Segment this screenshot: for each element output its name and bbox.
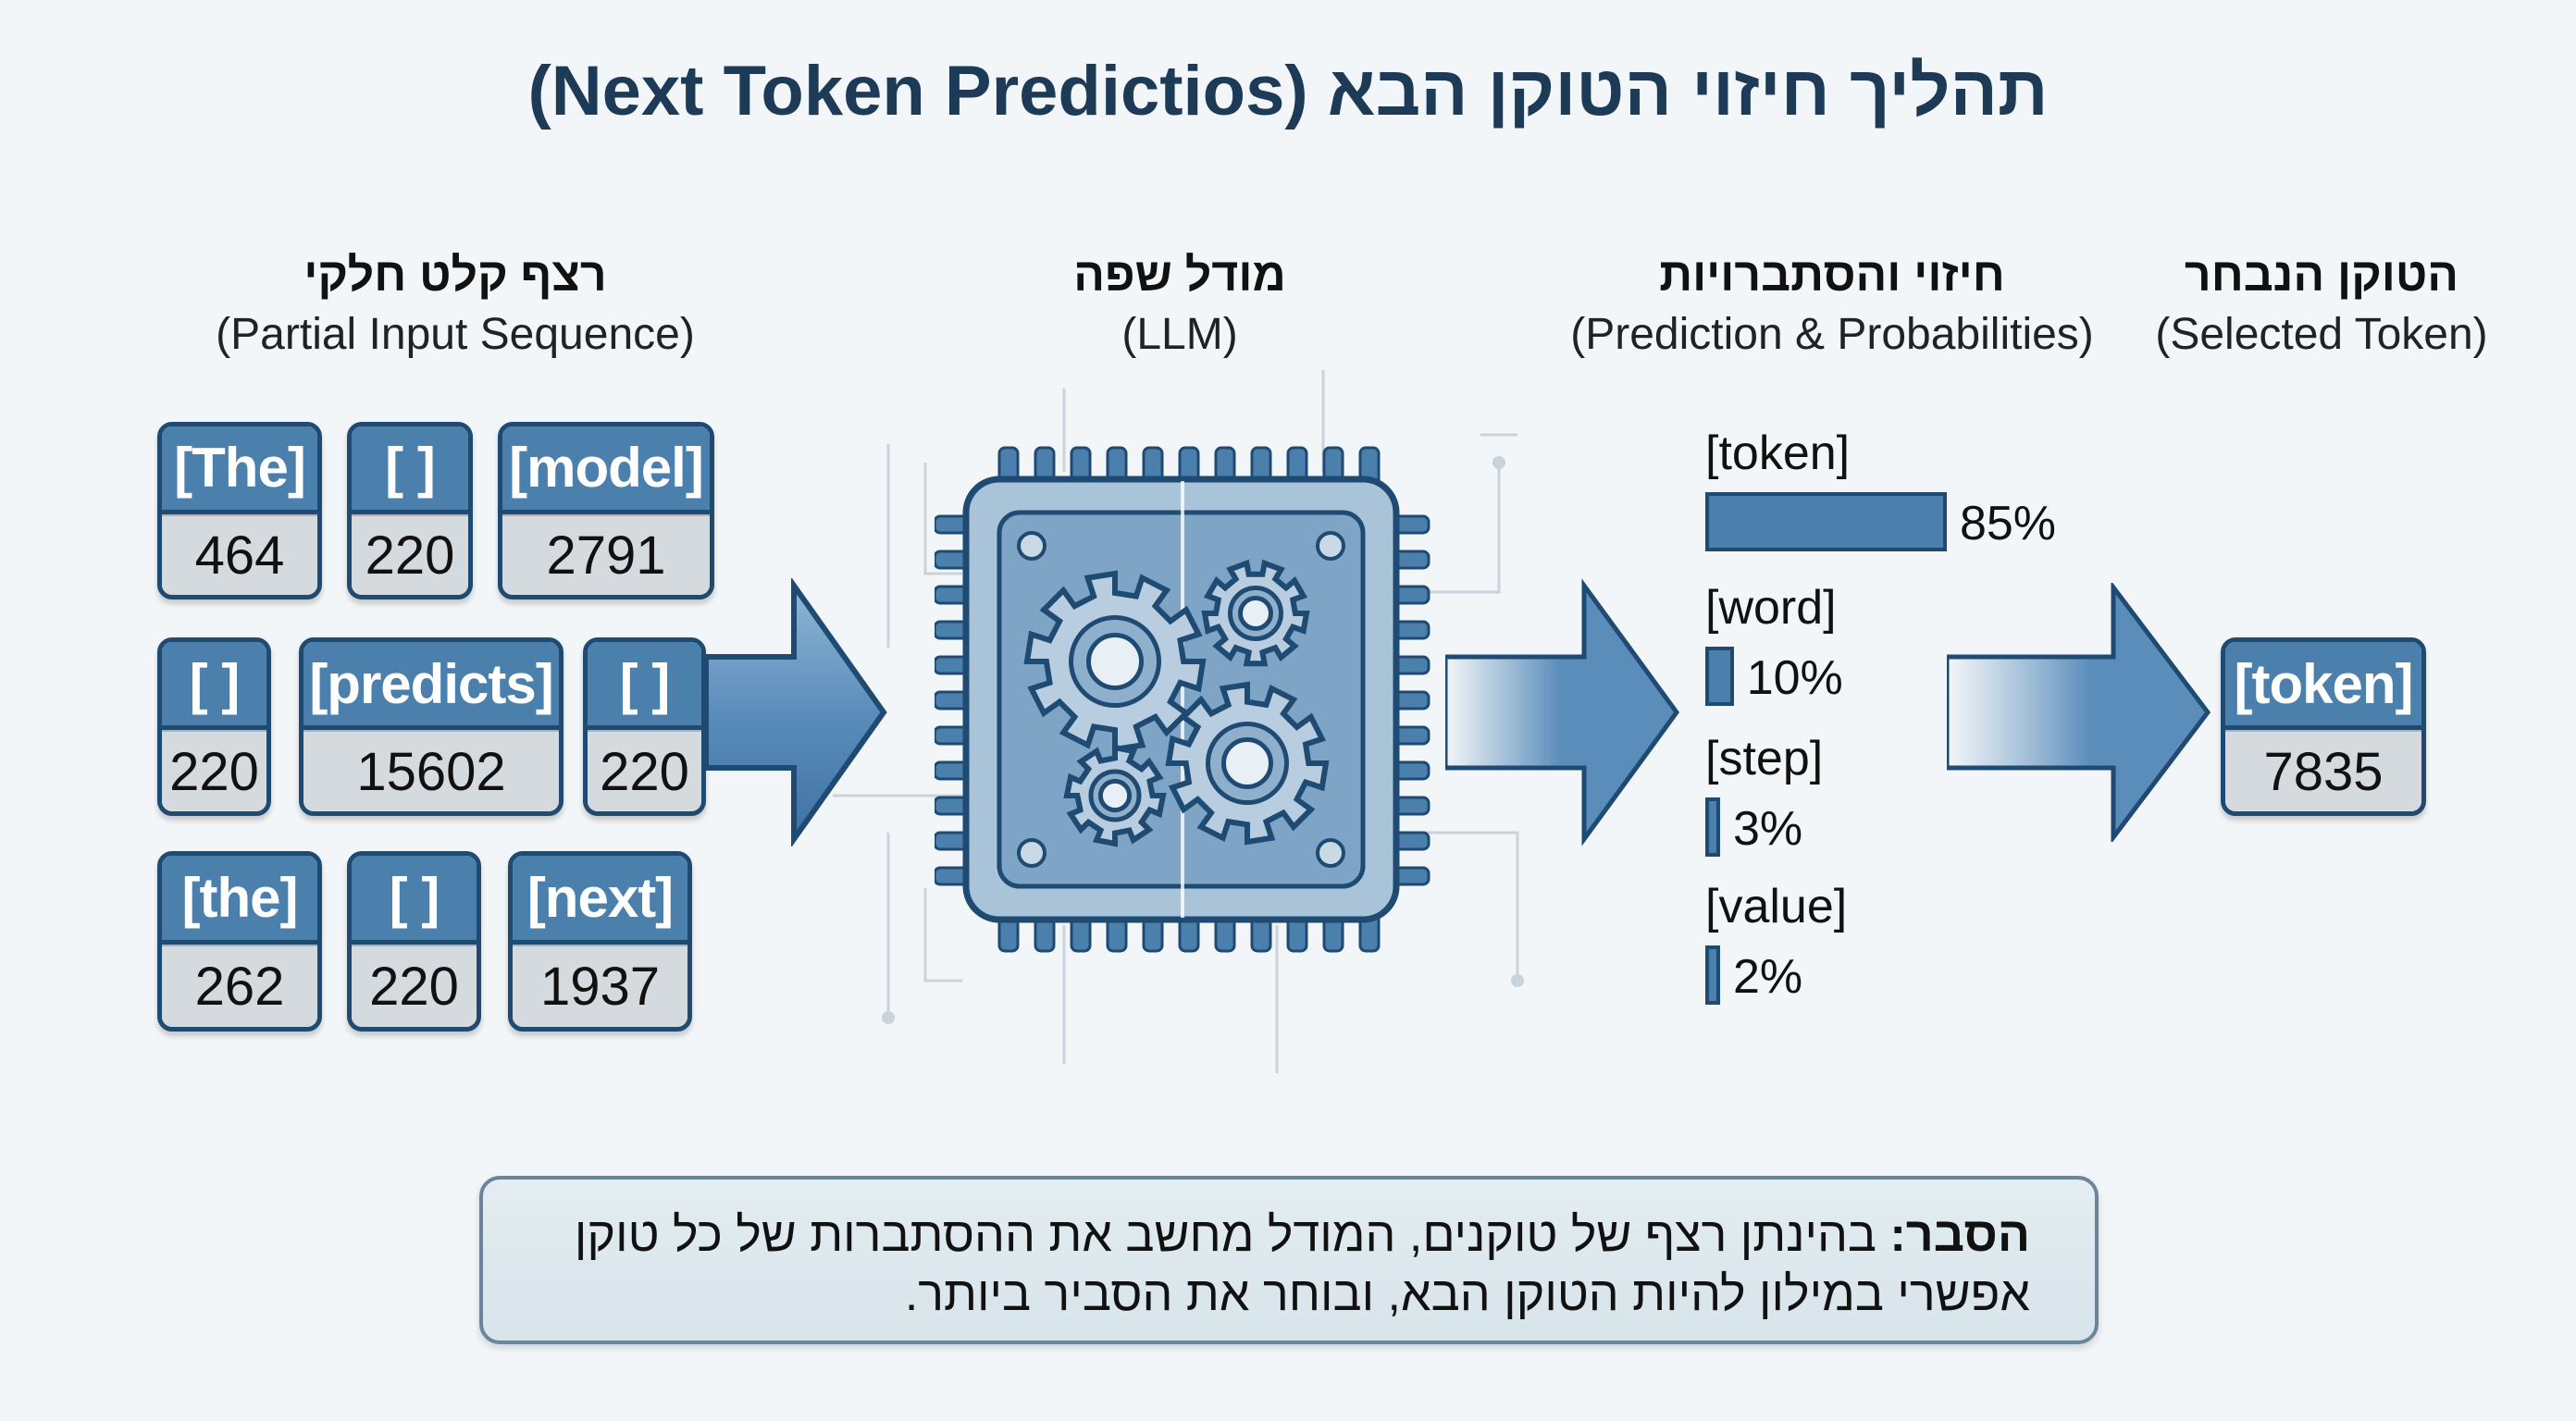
- probability-value: 85%: [1959, 497, 2057, 550]
- token-id: 262: [162, 945, 317, 1027]
- gear-hub: [1238, 596, 1273, 631]
- header-hebrew: רצף קלט חלקי: [303, 249, 607, 301]
- explanation-label: הסבר:: [1889, 1208, 2030, 1262]
- token-id: 464: [162, 513, 317, 595]
- token-text: [ ]: [162, 642, 266, 731]
- arrow-right-icon: [1445, 578, 1680, 846]
- prediction-label: [step]: [1705, 732, 1824, 785]
- column-header-input: רצף קלט חלקי (Partial Input Sequence): [216, 248, 695, 360]
- prediction-label: [value]: [1705, 880, 1848, 933]
- prediction-label: [token]: [1705, 426, 1851, 480]
- header-english: (Prediction & Probabilities): [1570, 310, 2094, 359]
- header-english: (Partial Input Sequence): [216, 310, 695, 359]
- header-hebrew: חיזוי והסתברויות: [1659, 249, 2005, 301]
- token-id: 1937: [513, 945, 687, 1027]
- gear-hub: [1221, 737, 1273, 789]
- input-token: [model] 2791: [498, 422, 714, 599]
- token-id: 220: [352, 513, 468, 595]
- token-text: [the]: [162, 856, 317, 945]
- chip-icon: [935, 446, 1430, 953]
- probability-bar: [1705, 945, 1720, 1005]
- column-header-prediction: חיזוי והסתברויות (Prediction & Probabili…: [1570, 248, 2094, 360]
- token-id: 15602: [303, 730, 559, 811]
- token-id: 7835: [2225, 730, 2421, 811]
- token-id: 220: [588, 730, 701, 811]
- token-text: [token]: [2225, 642, 2421, 731]
- input-token: [ ] 220: [347, 422, 473, 599]
- selected-token: [token] 7835: [2221, 637, 2426, 816]
- input-token: [ ] 220: [347, 851, 481, 1032]
- input-token: [the] 262: [157, 851, 322, 1032]
- probability-value: 2%: [1733, 950, 1803, 1004]
- header-hebrew: מודל שפה: [1073, 249, 1286, 301]
- input-token: [The] 464: [157, 422, 322, 599]
- token-text: [ ]: [588, 642, 701, 731]
- token-text: [model]: [502, 426, 710, 514]
- gear-hub: [1097, 778, 1133, 813]
- page-title: תהליך חיזוי הטוקן הבא (Next Token Predic…: [527, 52, 2049, 130]
- explanation-text: בהינתן רצף של טוקנים, המודל מחשב את ההסת…: [574, 1208, 2030, 1321]
- probability-value: 10%: [1746, 651, 1843, 705]
- column-header-llm: מודל שפה (LLM): [1073, 248, 1286, 360]
- token-text: [next]: [513, 856, 687, 945]
- gear-hub: [1086, 633, 1144, 690]
- token-text: [ ]: [352, 856, 477, 945]
- header-hebrew: הטוקן הנבחר: [2184, 249, 2459, 301]
- token-text: [ ]: [352, 426, 468, 514]
- probability-bar: [1705, 647, 1734, 706]
- explanation-box: הסבר: בהינתן רצף של טוקנים, המודל מחשב א…: [479, 1176, 2099, 1344]
- token-text: [The]: [162, 426, 317, 514]
- token-text: [predicts]: [303, 642, 559, 731]
- token-id: 2791: [502, 513, 710, 595]
- input-token: [ ] 220: [157, 637, 271, 816]
- prediction-label: [word]: [1705, 581, 1837, 635]
- arrow-right-icon: [1947, 583, 2211, 842]
- input-token: [ ] 220: [583, 637, 706, 816]
- arrow-right-icon: [706, 578, 887, 846]
- probability-bar: [1705, 492, 1947, 551]
- probability-bar: [1705, 797, 1720, 857]
- header-english: (LLM): [1121, 310, 1238, 359]
- input-token: [next] 1937: [508, 851, 692, 1032]
- probability-value: 3%: [1733, 802, 1803, 856]
- column-header-selected: הטוקן הנבחר (Selected Token): [2155, 248, 2487, 360]
- token-id: 220: [162, 730, 266, 811]
- header-english: (Selected Token): [2155, 310, 2488, 359]
- token-id: 220: [352, 945, 477, 1027]
- input-token: [predicts] 15602: [299, 637, 564, 816]
